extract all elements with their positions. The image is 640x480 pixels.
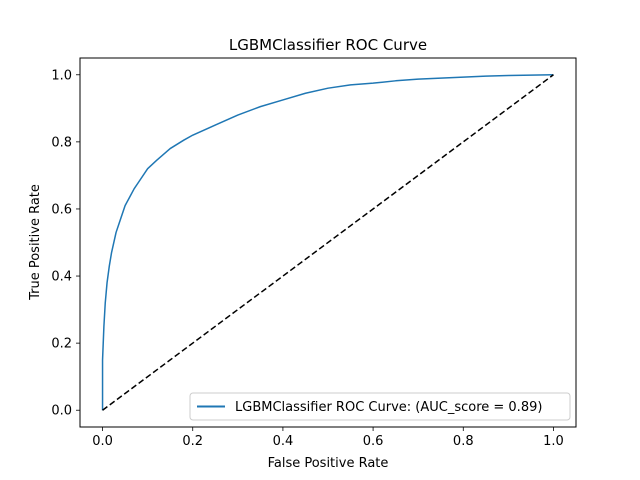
legend: LGBMClassifier ROC Curve: (AUC_score = 0… bbox=[189, 392, 571, 421]
y-tick-label: 1.0 bbox=[51, 68, 72, 83]
axis-ticks: 0.0 0.2 0.4 0.6 0.8 1.0 0.0 0.2 0.4 0.6 0.8 1.0 bbox=[51, 68, 563, 449]
legend-label: LGBMClassifier ROC Curve: (AUC_score = 0… bbox=[235, 400, 542, 415]
x-tick-label: 0.4 bbox=[273, 434, 294, 449]
x-axis-label: False Positive Rate bbox=[268, 456, 389, 471]
y-tick-label: 0.6 bbox=[51, 202, 72, 217]
y-axis-label: True Positive Rate bbox=[28, 184, 43, 301]
plot-frame bbox=[79, 57, 577, 428]
chance-line bbox=[102, 74, 554, 411]
y-tick-label: 0.0 bbox=[51, 404, 72, 419]
plot-area bbox=[101, 74, 554, 411]
y-tick-label: 0.8 bbox=[51, 135, 72, 150]
x-tick-label: 0.6 bbox=[363, 434, 384, 449]
chart-title: LGBMClassifier ROC Curve bbox=[229, 36, 427, 54]
x-tick-label: 0.2 bbox=[182, 434, 203, 449]
x-tick-label: 1.0 bbox=[543, 434, 564, 449]
y-tick-label: 0.4 bbox=[51, 270, 72, 285]
x-tick-label: 0.8 bbox=[453, 434, 474, 449]
x-tick-label: 0.0 bbox=[92, 434, 113, 449]
legend-box bbox=[189, 392, 571, 421]
y-tick-label: 0.2 bbox=[51, 337, 72, 352]
roc-curve-line bbox=[101, 74, 554, 411]
